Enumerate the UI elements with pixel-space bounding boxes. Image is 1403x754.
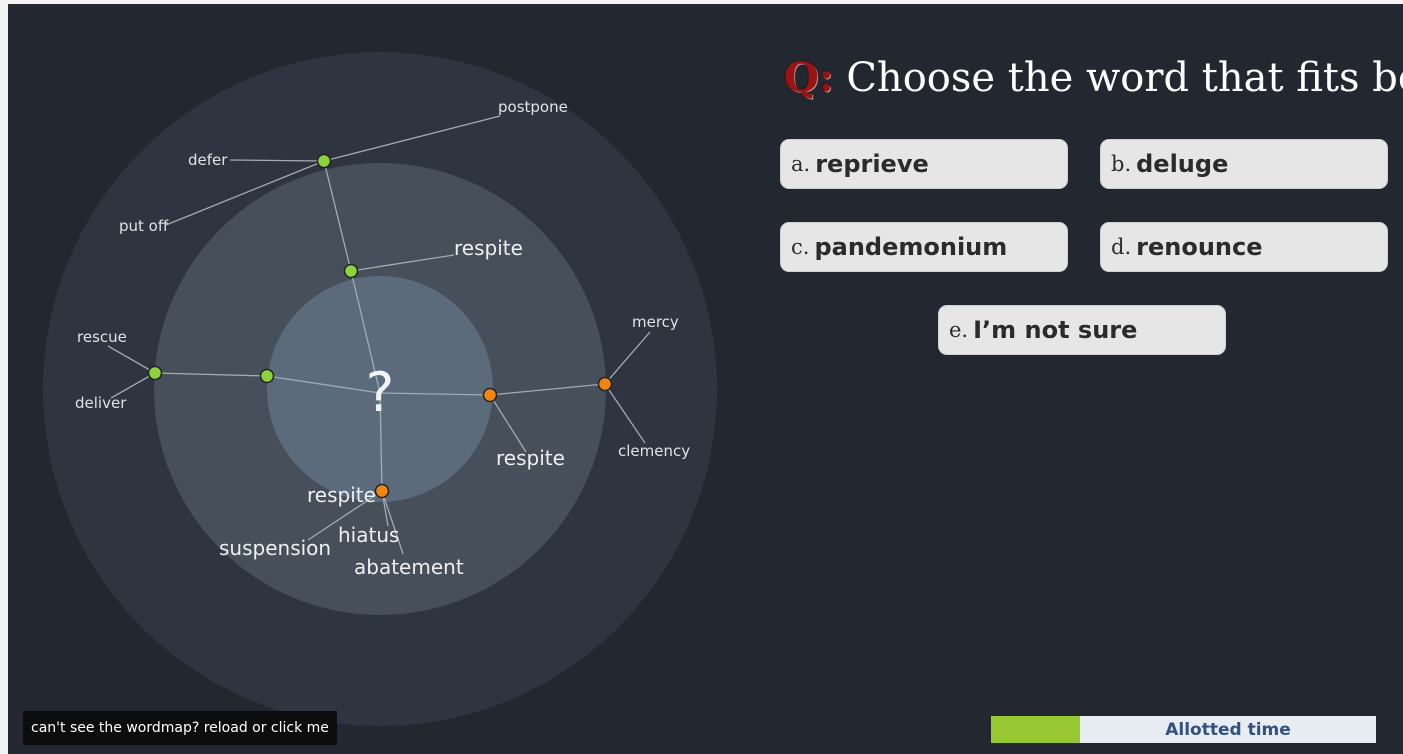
word-clemency[interactable]: clemency <box>618 442 690 460</box>
answer-option-a[interactable]: a. reprieve <box>780 139 1068 189</box>
wordmap-nodes <box>147 153 613 499</box>
answer-letter: a. <box>791 152 811 176</box>
question-heading: Q: Choose the word that fits best <box>784 54 1403 110</box>
synonym-node[interactable] <box>259 368 275 384</box>
wordmap-quiz-app: ? postpone defer put off respite rescue … <box>8 4 1403 754</box>
word-postpone[interactable]: postpone <box>498 98 568 116</box>
question-text: Choose the word that fits best <box>846 55 1403 101</box>
answer-word: pandemonium <box>814 233 1008 261</box>
word-respite[interactable]: respite <box>454 236 523 260</box>
answer-letter: c. <box>791 235 810 259</box>
synonym-node[interactable] <box>343 263 359 279</box>
answer-option-c[interactable]: c. pandemonium <box>780 222 1068 272</box>
answer-word: I’m not sure <box>973 316 1138 344</box>
wordmap: ? postpone defer put off respite rescue … <box>43 52 717 726</box>
answer-letter: e. <box>949 318 969 342</box>
answer-letter: b. <box>1111 152 1132 176</box>
answer-option-d[interactable]: d. renounce <box>1100 222 1388 272</box>
word-suspension[interactable]: suspension <box>219 536 331 560</box>
answer-option-e[interactable]: e. I’m not sure <box>938 305 1226 355</box>
related-node[interactable] <box>597 376 613 392</box>
word-deliver[interactable]: deliver <box>75 394 127 412</box>
related-node[interactable] <box>374 483 390 499</box>
wordmap-edges <box>107 115 651 555</box>
inner-ring <box>267 276 493 502</box>
word-hiatus[interactable]: hiatus <box>338 523 399 547</box>
answer-option-b[interactable]: b. deluge <box>1100 139 1388 189</box>
answer-letter: d. <box>1111 235 1132 259</box>
allotted-time-progress <box>991 716 1080 743</box>
question-prefix: Q: <box>784 54 834 101</box>
answer-word: renounce <box>1136 233 1263 261</box>
synonym-node[interactable] <box>147 365 163 381</box>
word-respite[interactable]: respite <box>307 483 376 507</box>
word-defer[interactable]: defer <box>188 151 228 169</box>
word-put-off[interactable]: put off <box>119 217 169 235</box>
related-node[interactable] <box>482 387 498 403</box>
answer-word: reprieve <box>815 150 929 178</box>
word-abatement[interactable]: abatement <box>354 555 464 579</box>
center-question-mark: ? <box>366 361 395 424</box>
reload-wordmap-link[interactable]: can't see the wordmap? reload or click m… <box>23 711 337 745</box>
word-respite[interactable]: respite <box>496 446 565 470</box>
word-mercy[interactable]: mercy <box>632 313 679 331</box>
answer-word: deluge <box>1136 150 1229 178</box>
allotted-time-bar: Allotted time <box>991 716 1376 743</box>
synonym-node[interactable] <box>316 153 332 169</box>
word-rescue[interactable]: rescue <box>77 328 127 346</box>
allotted-time-label: Allotted time <box>1165 719 1291 740</box>
